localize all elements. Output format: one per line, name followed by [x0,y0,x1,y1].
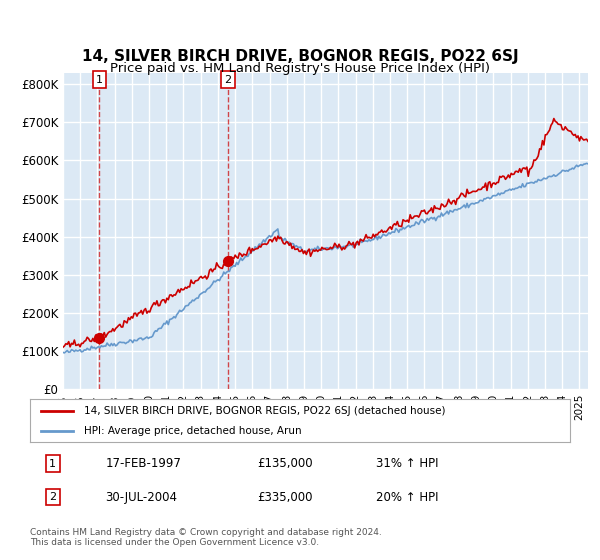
Text: 14, SILVER BIRCH DRIVE, BOGNOR REGIS, PO22 6SJ: 14, SILVER BIRCH DRIVE, BOGNOR REGIS, PO… [82,49,518,63]
Text: Contains HM Land Registry data © Crown copyright and database right 2024.
This d: Contains HM Land Registry data © Crown c… [30,528,382,547]
Text: 31% ↑ HPI: 31% ↑ HPI [376,458,438,470]
Text: 2: 2 [49,492,56,502]
Text: 1: 1 [49,459,56,469]
Text: 2: 2 [224,74,232,85]
Text: 1: 1 [96,74,103,85]
Text: £335,000: £335,000 [257,491,312,503]
Text: 17-FEB-1997: 17-FEB-1997 [106,458,181,470]
Text: HPI: Average price, detached house, Arun: HPI: Average price, detached house, Arun [84,426,302,436]
Text: Price paid vs. HM Land Registry's House Price Index (HPI): Price paid vs. HM Land Registry's House … [110,62,490,75]
Text: 20% ↑ HPI: 20% ↑ HPI [376,491,438,503]
Text: 30-JUL-2004: 30-JUL-2004 [106,491,178,503]
Text: 14, SILVER BIRCH DRIVE, BOGNOR REGIS, PO22 6SJ (detached house): 14, SILVER BIRCH DRIVE, BOGNOR REGIS, PO… [84,405,445,416]
Text: £135,000: £135,000 [257,458,313,470]
